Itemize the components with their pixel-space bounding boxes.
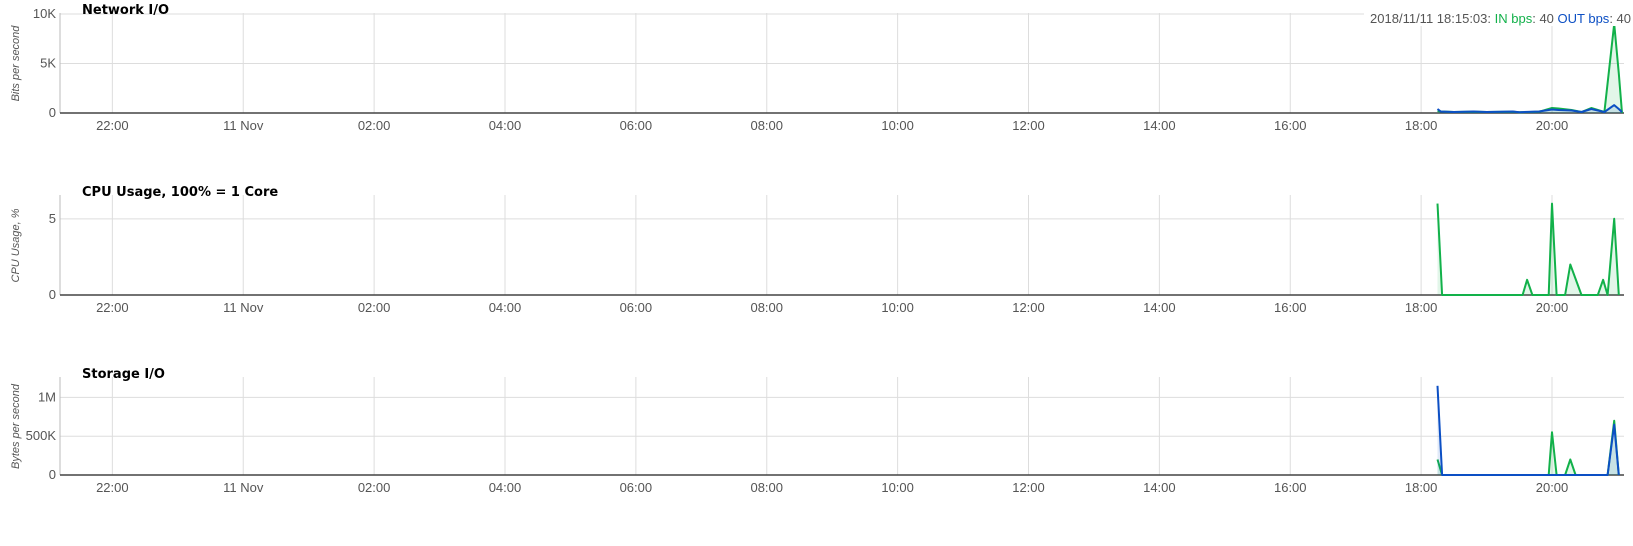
y-axis-label: CPU Usage, %: [10, 208, 22, 282]
x-tick-label: 16:00: [1274, 300, 1307, 315]
legend-in-value: : 40: [1532, 11, 1554, 26]
x-tick-label: 08:00: [750, 480, 783, 495]
x-tick-label: 02:00: [358, 118, 391, 133]
x-tick-label: 11 Nov: [223, 118, 264, 133]
x-tick-label: 20:00: [1536, 480, 1569, 495]
y-tick-label: 0: [49, 287, 56, 302]
x-tick-label: 14:00: [1143, 118, 1176, 133]
hover-legend: 2018/11/11 18:15:03: IN bps: 40 OUT bps:…: [1364, 11, 1631, 26]
x-tick-label: 18:00: [1405, 300, 1438, 315]
y-tick-label: 500K: [26, 428, 57, 443]
series-line: [1436, 104, 1623, 114]
series-area: [1437, 385, 1619, 475]
x-tick-label: 20:00: [1536, 118, 1569, 133]
x-tick-label: 04:00: [489, 118, 522, 133]
series-line: [1436, 385, 1620, 476]
x-tick-label: 08:00: [750, 118, 783, 133]
chart-title: Storage I/O: [82, 367, 165, 382]
x-tick-label: 12:00: [1012, 118, 1045, 133]
x-tick-label: 08:00: [750, 300, 783, 315]
x-tick-label: 02:00: [358, 480, 391, 495]
series-line: [1436, 419, 1620, 476]
x-tick-label: 16:00: [1274, 480, 1307, 495]
legend-out-value: : 40: [1609, 11, 1631, 26]
y-tick-label: 10K: [33, 6, 56, 21]
x-tick-label: 04:00: [489, 480, 522, 495]
x-tick-label: 10:00: [881, 300, 914, 315]
legend-timestamp: 2018/11/11 18:15:03:: [1370, 11, 1492, 26]
x-tick-label: 06:00: [620, 480, 653, 495]
x-tick-label: 14:00: [1143, 300, 1176, 315]
x-tick-label: 14:00: [1143, 480, 1176, 495]
x-tick-label: 16:00: [1274, 118, 1307, 133]
x-tick-label: 18:00: [1405, 118, 1438, 133]
y-axis-label: Bytes per second: [10, 383, 22, 469]
x-tick-label: 06:00: [620, 118, 653, 133]
legend-in-label: IN bps: [1494, 11, 1533, 26]
chart-title: CPU Usage, 100% = 1 Core: [82, 185, 278, 200]
x-tick-label: 06:00: [620, 300, 653, 315]
x-tick-label: 04:00: [489, 300, 522, 315]
x-tick-label: 22:00: [96, 480, 129, 495]
series-area: [1437, 23, 1622, 113]
series-area: [1437, 420, 1619, 475]
x-tick-label: 11 Nov: [223, 480, 264, 495]
network-io-panel: 22:00 11 Nov 02:00 04:00 06:00 08:00 10:00 12:0…: [0, 0, 1633, 182]
x-tick-label: 11 Nov: [223, 300, 264, 315]
series-line: [1436, 202, 1620, 296]
x-tick-label: 18:00: [1405, 480, 1438, 495]
x-tick-label: 12:00: [1012, 300, 1045, 315]
legend-out-label: OUT bps: [1557, 11, 1610, 26]
y-axis-label: Bits per second: [10, 25, 22, 102]
storage-io-chart: 22:00 11 Nov 02:00 04:00 06:00 08:00 10:00 12:0…: [10, 367, 1624, 495]
cpu-usage-chart: 22:00 11 Nov 02:00 04:00 06:00 08:00 10:00 12:0…: [10, 185, 1624, 315]
y-tick-label: 0: [49, 467, 56, 482]
chart-title: Network I/O: [82, 3, 169, 18]
x-tick-label: 20:00: [1536, 300, 1569, 315]
series-line: [1437, 22, 1623, 114]
x-tick-label: 02:00: [358, 300, 391, 315]
y-tick-label: 0: [49, 105, 56, 120]
x-tick-label: 22:00: [96, 300, 129, 315]
x-tick-label: 12:00: [1012, 480, 1045, 495]
x-tick-label: 22:00: [96, 118, 129, 133]
network-io-chart: 22:00 11 Nov 02:00 04:00 06:00 08:00 10:00 12:0…: [10, 3, 1624, 133]
storage-io-panel: 22:00 11 Nov 02:00 04:00 06:00 08:00 10:00 12:0…: [0, 364, 1633, 546]
y-tick-label: 1M: [38, 389, 56, 404]
y-tick-label: 5K: [40, 56, 56, 71]
x-tick-label: 10:00: [881, 480, 914, 495]
x-tick-label: 10:00: [881, 118, 914, 133]
cpu-usage-panel: 22:00 11 Nov 02:00 04:00 06:00 08:00 10:00 12:0…: [0, 182, 1633, 364]
y-tick-label: 5: [49, 211, 56, 226]
